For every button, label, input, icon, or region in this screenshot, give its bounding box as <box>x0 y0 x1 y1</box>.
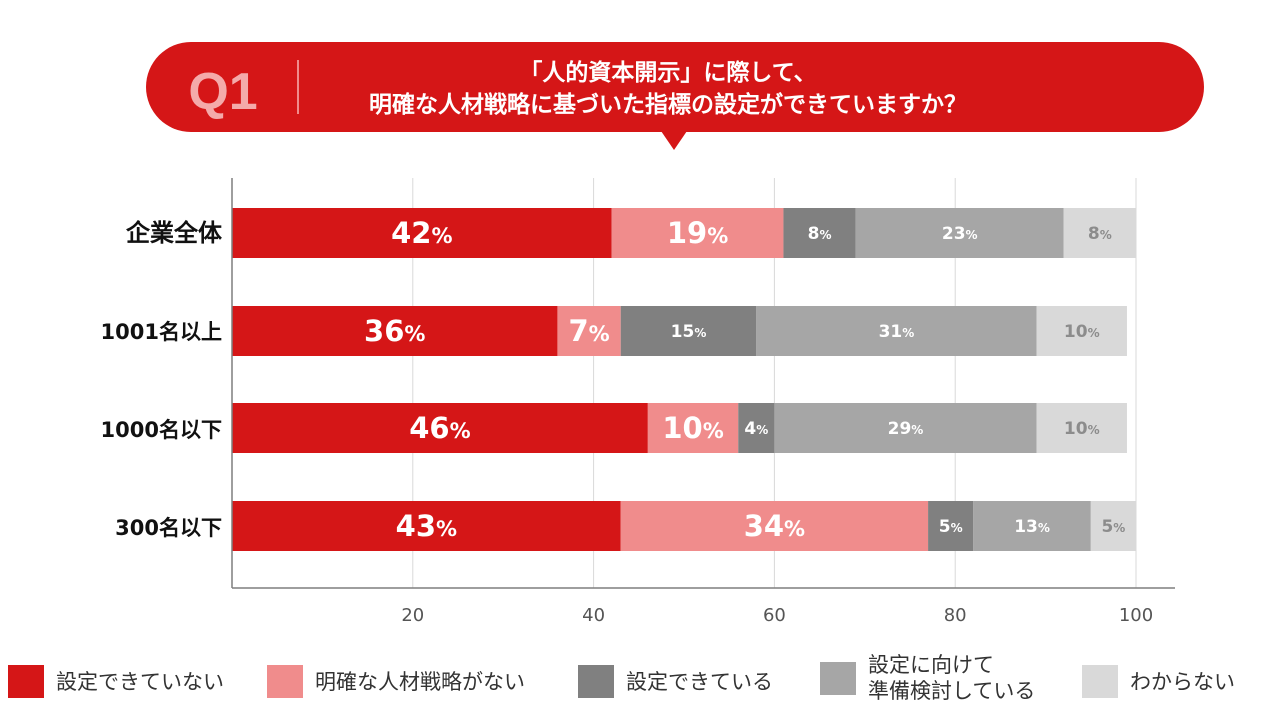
bar-segment <box>1090 501 1136 551</box>
question-line-1: 「人的資本開示」に際して、 <box>519 59 816 86</box>
bar-segment <box>1036 403 1127 453</box>
legend-label: 設定できている <box>626 669 773 694</box>
bar-segment <box>232 208 612 258</box>
data-label: 23% <box>942 224 978 244</box>
data-label: 13% <box>1014 517 1050 537</box>
legend-swatch <box>8 665 44 698</box>
legend-label: 設定できていない <box>56 669 224 694</box>
bar-segment <box>232 501 621 551</box>
data-label: 43% <box>396 509 457 543</box>
bar-segments: 42% 19% 8% 23% 8% 36% 7% 15% 31% 10% 46% 10% 4% 29% 10… <box>232 208 1136 551</box>
data-label: 4% <box>744 419 768 439</box>
bar-segment <box>1063 208 1136 258</box>
data-label: 36% <box>364 314 425 348</box>
bar-segment <box>611 208 784 258</box>
data-label: 10% <box>662 411 723 445</box>
data-label: 5% <box>1101 517 1125 537</box>
bar-segment <box>620 501 929 551</box>
question-line-2: 明確な人材戦略に基づいた指標の設定ができていますか？ <box>369 91 967 118</box>
x-tick-label: 40 <box>582 605 605 626</box>
x-tick-label: 60 <box>763 605 786 626</box>
bar-segment <box>232 306 558 356</box>
bar-segment <box>557 306 621 356</box>
bar-segment <box>1036 306 1127 356</box>
legend-item: わからない <box>1082 665 1235 698</box>
x-tick-label: 80 <box>944 605 967 626</box>
data-label: 29% <box>888 419 924 439</box>
category-label: 300名以下 <box>115 516 222 540</box>
bar-segment <box>738 403 775 453</box>
legend-label: 設定に向けて 準備検討している <box>868 653 1036 703</box>
axes <box>231 178 1175 589</box>
data-label: 5% <box>939 517 963 537</box>
data-label: 8% <box>1088 224 1112 244</box>
bar-segment <box>647 403 739 453</box>
category-label: 1000名以下 <box>100 418 222 442</box>
data-label: 31% <box>879 322 915 342</box>
category-label: 企業全体 <box>126 219 222 247</box>
question-banner: Q1 「人的資本開示」に際して、 明確な人材戦略に基づいた指標の設定ができていま… <box>146 42 1204 150</box>
bar-segment <box>774 403 1037 453</box>
question-number: Q1 <box>188 63 257 121</box>
data-label: 15% <box>671 322 707 342</box>
data-label: 34% <box>744 509 805 543</box>
legend-swatch <box>578 665 614 698</box>
data-label: 42% <box>391 216 452 250</box>
legend: 設定できていない 明確な人材戦略がない 設定できている 設定に向けて 準備検討し… <box>0 650 1280 710</box>
bar-segment <box>855 208 1064 258</box>
data-label: 10% <box>1064 322 1100 342</box>
bar-segment <box>783 208 856 258</box>
data-label: 19% <box>667 216 728 250</box>
category-label: 1001名以上 <box>100 320 222 344</box>
data-label: 46% <box>409 411 470 445</box>
legend-label: 明確な人材戦略がない <box>315 669 525 694</box>
data-label: 10% <box>1064 419 1100 439</box>
data-label: 7% <box>568 314 609 348</box>
legend-item: 設定に向けて 準備検討している <box>820 652 1035 704</box>
bar-segment <box>928 501 974 551</box>
bar-segment <box>620 306 757 356</box>
legend-swatch <box>820 661 856 695</box>
bar-segment <box>756 306 1037 356</box>
legend-swatch <box>267 665 303 698</box>
x-tick-labels: 20 40 60 80 100 <box>401 605 1153 626</box>
bar-segment <box>973 501 1091 551</box>
bar-segment <box>232 403 648 453</box>
legend-item: 設定できていない <box>8 665 224 698</box>
x-tick-label: 100 <box>1119 605 1153 626</box>
legend-item: 明確な人材戦略がない <box>267 665 525 698</box>
x-tick-label: 20 <box>401 605 424 626</box>
legend-swatch <box>1082 665 1118 698</box>
data-label: 8% <box>808 224 832 244</box>
legend-item: 設定できている <box>578 665 773 698</box>
legend-label: わからない <box>1130 669 1235 694</box>
